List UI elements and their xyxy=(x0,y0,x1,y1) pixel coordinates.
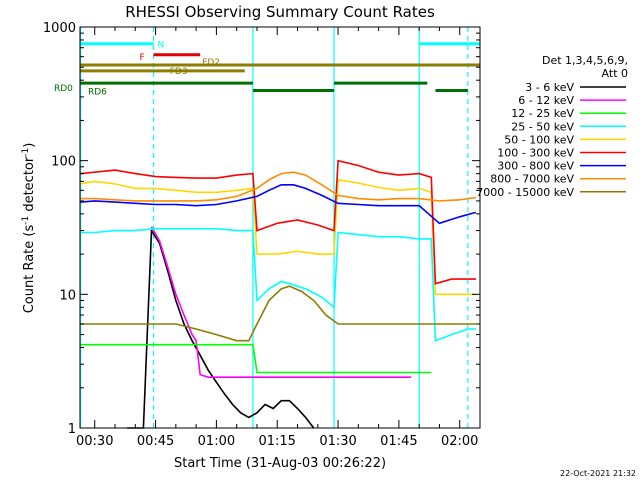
series-line-7 xyxy=(80,171,477,202)
series-line-3 xyxy=(80,227,476,342)
x-tick-label: 01:00 xyxy=(198,434,235,449)
x-tick-label: 00:45 xyxy=(137,434,174,449)
footer-date: 22-Oct-2021 21:32 xyxy=(560,469,636,478)
y-tick-label: 100 xyxy=(51,155,76,170)
y-tick-label: 1 xyxy=(68,422,76,437)
y-axis-label: Count Rate (s-1 detector-1) xyxy=(21,143,37,314)
series-line-2 xyxy=(80,343,432,374)
state-label-rd6: RD6 xyxy=(88,87,107,97)
chart-title: RHESSI Observing Summary Count Rates xyxy=(125,3,435,21)
series-line-8 xyxy=(80,285,476,342)
y-tick-label: 10 xyxy=(59,288,76,303)
legend-label-2: 12 - 25 keV xyxy=(511,107,574,120)
legend-label-4: 50 - 100 keV xyxy=(504,133,574,146)
y-tick-label: 1000 xyxy=(43,21,76,36)
series-line-5 xyxy=(80,159,476,285)
legend-header-line-1: Det 1,3,4,5,6,9, xyxy=(542,54,628,67)
legend-label-7: 800 - 7000 keV xyxy=(490,173,574,186)
legend-label-6: 300 - 800 keV xyxy=(497,160,574,173)
legend-label-3: 25 - 50 keV xyxy=(511,120,574,133)
plot-area: N F FD2 FD3 RD0 RD6 1 10 100 1000 00:30 00:45 01:00 0… xyxy=(43,21,481,449)
state-label-n: N xyxy=(158,41,165,51)
series-line-4 xyxy=(80,178,476,296)
legend-label-1: 6 - 12 keV xyxy=(518,94,574,107)
state-label-f: F xyxy=(140,53,145,63)
x-tick-label: 01:45 xyxy=(380,434,417,449)
state-label-rd0: RD0 xyxy=(54,84,73,94)
state-label-fd3: FD3 xyxy=(170,67,188,77)
legend-label-5: 100 - 300 keV xyxy=(497,147,574,160)
legend-label-0: 3 - 6 keV xyxy=(525,81,574,94)
legend-label-8: 7000 - 15000 keV xyxy=(476,186,574,199)
x-tick-label: 02:00 xyxy=(441,434,478,449)
series-line-1 xyxy=(150,226,412,379)
x-axis-label: Start Time (31-Aug-03 00:26:22) xyxy=(174,456,386,471)
legend-header-line-2: Att 0 xyxy=(602,67,628,80)
x-tick-label: 01:15 xyxy=(258,434,295,449)
x-tick-label: 01:30 xyxy=(319,434,356,449)
state-label-fd2: FD2 xyxy=(202,58,220,68)
series-line-0 xyxy=(127,227,315,429)
plot-frame xyxy=(79,26,481,429)
x-tick-label: 00:30 xyxy=(76,434,113,449)
series-line-6 xyxy=(80,184,477,225)
